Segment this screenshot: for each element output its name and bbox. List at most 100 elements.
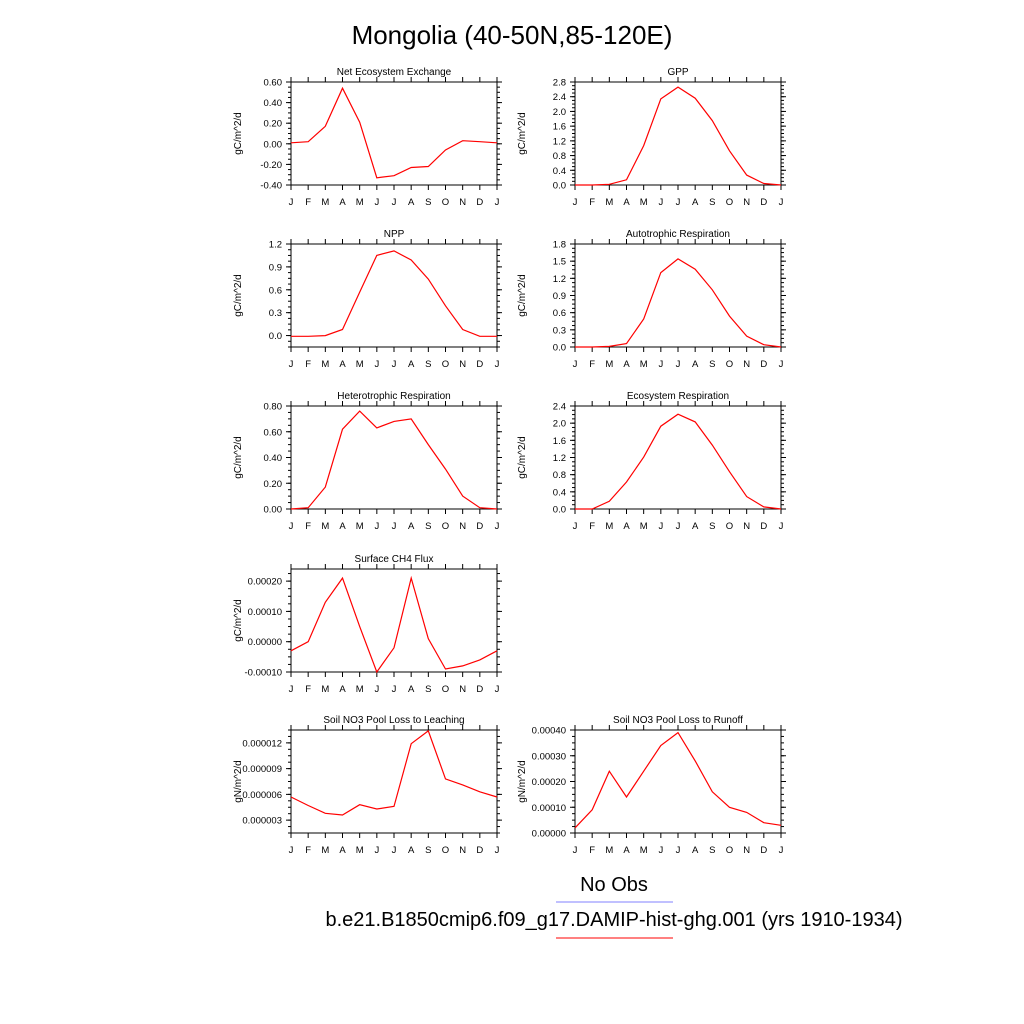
y-tick-label: 0.000009 (242, 764, 282, 775)
x-tick-label: J (495, 684, 500, 695)
y-axis-label: gC/m^2/d (233, 274, 244, 317)
x-tick-label: A (623, 359, 630, 370)
panel-title: Net Ecosystem Exchange (337, 67, 452, 78)
x-tick-label: A (339, 197, 346, 208)
x-tick-label: J (573, 521, 578, 532)
y-axis-label: gN/m^2/d (233, 760, 244, 803)
x-tick-label: N (459, 197, 466, 208)
x-tick-label: A (623, 197, 630, 208)
x-tick-label: O (726, 845, 733, 856)
x-tick-label: A (339, 521, 346, 532)
y-tick-label: 2.0 (553, 107, 566, 118)
x-tick-label: A (339, 684, 346, 695)
x-tick-label: D (476, 521, 483, 532)
x-tick-label: S (709, 521, 715, 532)
panel-title: GPP (667, 67, 688, 78)
x-tick-label: D (760, 359, 767, 370)
x-tick-label: A (623, 521, 630, 532)
panel-title: Autotrophic Respiration (626, 229, 730, 240)
y-tick-label: 0.20 (264, 479, 283, 490)
x-tick-label: D (476, 684, 483, 695)
x-tick-label: J (374, 845, 379, 856)
y-tick-label: 0.00 (264, 139, 283, 150)
figure-title: Mongolia (40-50N,85-120E) (352, 20, 673, 50)
x-tick-label: J (779, 845, 784, 856)
x-tick-label: S (425, 359, 431, 370)
y-tick-label: 0.40 (264, 98, 283, 109)
x-tick-label: A (408, 845, 415, 856)
x-tick-label: O (442, 359, 449, 370)
y-tick-label: 2.0 (553, 419, 566, 430)
y-tick-label: 0.00040 (532, 726, 566, 737)
x-tick-label: M (640, 845, 648, 856)
y-tick-label: 0.4 (553, 487, 566, 498)
plot-frame (290, 243, 498, 348)
x-tick-label: J (495, 521, 500, 532)
x-tick-label: J (573, 845, 578, 856)
x-tick-label: J (392, 521, 397, 532)
x-tick-label: J (289, 521, 294, 532)
x-tick-label: N (743, 359, 750, 370)
y-tick-label: 0.00020 (532, 777, 566, 788)
x-tick-label: J (676, 197, 681, 208)
series-line (290, 575, 498, 674)
y-tick-label: -0.00010 (244, 668, 282, 679)
x-tick-label: N (459, 684, 466, 695)
y-tick-label: 0.60 (264, 427, 283, 438)
x-tick-label: S (425, 684, 431, 695)
y-tick-label: 0.00010 (532, 803, 566, 814)
x-tick-label: F (305, 684, 311, 695)
x-tick-label: D (476, 359, 483, 370)
panel-title: Ecosystem Respiration (627, 391, 729, 402)
y-tick-label: 0.8 (553, 151, 566, 162)
y-tick-label: -0.40 (260, 181, 282, 192)
x-tick-label: M (356, 197, 364, 208)
series-line (575, 413, 782, 510)
x-tick-label: M (605, 197, 613, 208)
x-tick-label: J (392, 359, 397, 370)
y-tick-label: 0.000012 (242, 738, 282, 749)
x-tick-label: J (289, 845, 294, 856)
y-axis-label: gC/m^2/d (233, 436, 244, 479)
x-tick-label: M (321, 684, 329, 695)
x-tick-label: J (658, 197, 663, 208)
x-tick-label: M (356, 359, 364, 370)
x-tick-label: J (779, 359, 784, 370)
y-tick-label: 1.6 (553, 436, 566, 447)
x-tick-label: A (339, 359, 346, 370)
y-tick-label: 0.9 (553, 291, 566, 302)
x-tick-label: M (605, 845, 613, 856)
x-tick-label: N (459, 845, 466, 856)
x-tick-label: S (425, 521, 431, 532)
x-tick-label: J (676, 845, 681, 856)
x-tick-label: M (321, 521, 329, 532)
y-tick-label: 0.60 (264, 78, 283, 89)
y-tick-label: 1.2 (269, 240, 282, 251)
panel-title: Heterotrophic Respiration (337, 391, 450, 402)
panel-title: Surface CH4 Flux (355, 554, 434, 565)
x-tick-label: S (425, 197, 431, 208)
y-tick-label: 0.000006 (242, 790, 282, 801)
panel-title: Soil NO3 Pool Loss to Leaching (323, 715, 464, 726)
plot-frame (290, 81, 498, 186)
plot-frame (290, 729, 498, 834)
x-tick-label: A (692, 359, 699, 370)
y-tick-label: 0.9 (269, 262, 282, 273)
y-tick-label: 0.0 (553, 505, 566, 516)
x-tick-label: D (476, 197, 483, 208)
x-tick-label: A (408, 197, 415, 208)
y-tick-label: 0.00000 (532, 829, 566, 840)
y-axis-label: gC/m^2/d (517, 274, 528, 317)
y-tick-label: 0.0 (269, 331, 282, 342)
x-tick-label: F (589, 359, 595, 370)
legend-label-model: b.e21.B1850cmip6.f09_g17.DAMIP-hist-ghg.… (325, 909, 902, 931)
y-tick-label: -0.20 (260, 160, 282, 171)
x-tick-label: N (743, 845, 750, 856)
x-tick-label: F (305, 521, 311, 532)
legend: No Obs b.e21.B1850cmip6.f09_g17.DAMIP-hi… (325, 874, 903, 939)
